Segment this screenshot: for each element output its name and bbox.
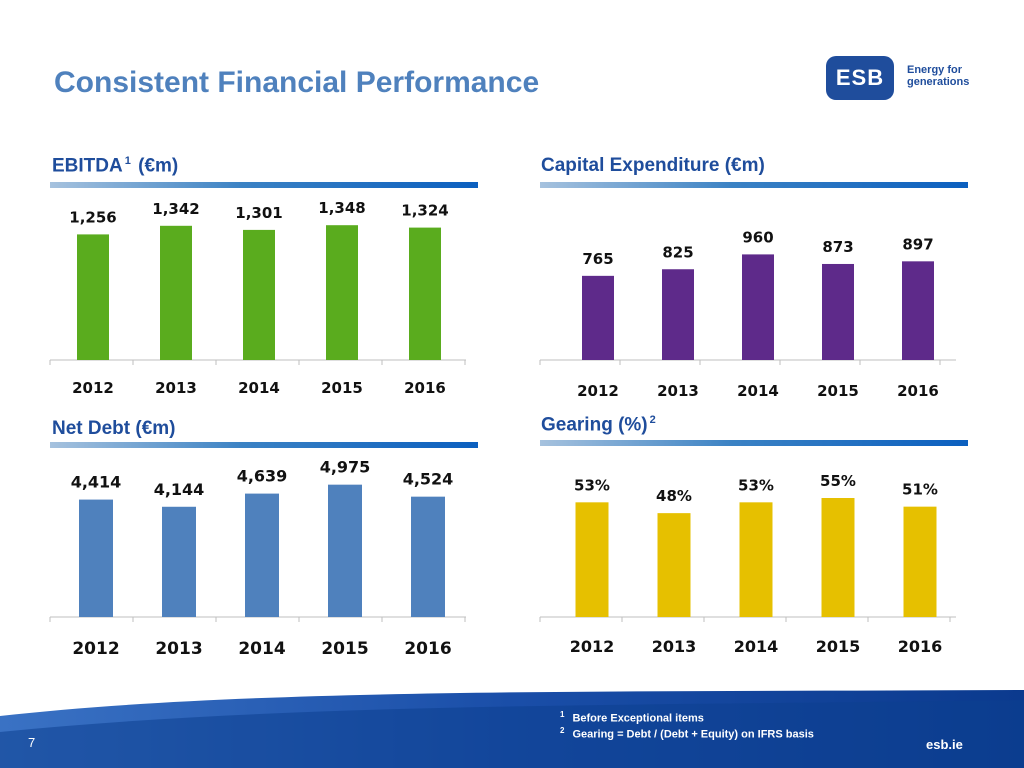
ebitda-bar-2015 xyxy=(326,225,358,360)
ebitda-tick-label-2015: 2015 xyxy=(321,379,363,397)
gearing-bar-2016 xyxy=(903,506,937,617)
gearing-tick-label-2014: 2014 xyxy=(734,637,779,656)
gearing-title-text: Gearing (%) xyxy=(541,414,648,436)
footnote-2: 2 Gearing = Debt / (Debt + Equity) on IFR… xyxy=(560,726,814,741)
netdebt-value-label-2012: 4,414 xyxy=(71,473,122,492)
ebitda-tick-label-2013: 2013 xyxy=(155,379,197,397)
footnote-1: 1 Before Exceptional items xyxy=(560,710,704,725)
netdebt-rule xyxy=(50,442,478,448)
netdebt-bar-2015 xyxy=(328,484,362,617)
netdebt-value-label-2016: 4,524 xyxy=(403,470,454,489)
ebitda-value-label-2015: 1,348 xyxy=(318,199,365,217)
netdebt-value-label-2015: 4,975 xyxy=(320,458,371,477)
ebitda-footnote-marker: 1 xyxy=(124,155,131,167)
netdebt-bar-2014 xyxy=(245,493,279,617)
ebitda-bar-2016 xyxy=(409,227,441,360)
esb-logo: ESB Energy for generations xyxy=(826,56,976,102)
tagline-line1: Energy for xyxy=(907,64,963,76)
capex-tick-label-2013: 2013 xyxy=(657,382,699,400)
gearing-tick-label-2016: 2016 xyxy=(898,637,943,656)
ebitda-value-label-2012: 1,256 xyxy=(69,208,116,226)
capex-bar-2015 xyxy=(822,263,854,360)
capex-tick-label-2016: 2016 xyxy=(897,382,939,400)
netdebt-tick-label-2013: 2013 xyxy=(155,639,202,659)
netdebt-value-label-2014: 4,639 xyxy=(237,467,288,486)
netdebt-tick-label-2016: 2016 xyxy=(404,639,451,659)
capex-bar-2013 xyxy=(662,269,694,360)
ebitda-rule xyxy=(50,182,478,188)
gearing-bar-2014 xyxy=(739,502,773,617)
netdebt-tick-label-2012: 2012 xyxy=(72,639,119,659)
ebitda-title-text: EBITDA xyxy=(52,155,123,177)
gearing-tick-label-2012: 2012 xyxy=(570,637,615,656)
capex-tick-label-2015: 2015 xyxy=(817,382,859,400)
ebitda-title: EBITDA 1 (€m) xyxy=(52,155,178,177)
ebitda-title-suffix: (€m) xyxy=(138,155,179,177)
gearing-tick-label-2013: 2013 xyxy=(652,637,697,656)
netdebt-tick-label-2015: 2015 xyxy=(321,639,368,659)
gearing-value-label-2015: 55% xyxy=(820,472,856,490)
capex-bar-2012 xyxy=(582,275,614,360)
capex-tick-label-2012: 2012 xyxy=(577,382,619,400)
ebitda-value-label-2013: 1,342 xyxy=(152,200,199,218)
gearing-bar-2013 xyxy=(657,513,691,617)
capex-bar-2016 xyxy=(902,261,934,360)
netdebt-bar-2012 xyxy=(79,499,113,617)
gearing-footnote-marker: 2 xyxy=(649,414,656,426)
esb-logo-tagline: Energy for generations xyxy=(907,64,977,88)
netdebt-chart: 4,414 2012 4,144 2013 4,639 2014 4,975 2015 4,52… xyxy=(49,458,466,659)
netdebt-bar-2016 xyxy=(411,496,445,617)
capex-chart: 765 2012 825 2013 960 2014 873 2015 897 2016 xyxy=(539,228,956,400)
gearing-value-label-2014: 53% xyxy=(738,476,774,494)
footnote-2-text: Gearing = Debt / (Debt + Equity) on IFRS… xyxy=(572,728,814,741)
ebitda-value-label-2016: 1,324 xyxy=(401,202,448,220)
footer-band xyxy=(0,690,1024,768)
gearing-bar-2015 xyxy=(821,498,855,617)
page-number: 7 xyxy=(28,735,36,750)
capex-value-label-2013: 825 xyxy=(662,243,693,261)
gearing-chart: 53% 2012 48% 2013 53% 2014 55% 2015 51% 2016 xyxy=(539,472,956,656)
gearing-rule xyxy=(540,440,968,446)
esb-logo-mark: ESB xyxy=(826,56,894,100)
footnote-2-marker: 2 xyxy=(560,726,565,735)
ebitda-bar-2013 xyxy=(160,225,192,360)
capex-bar-2014 xyxy=(742,254,774,360)
page-title: Consistent Financial Performance xyxy=(54,66,540,99)
website-link[interactable]: esb.ie xyxy=(926,737,963,752)
footnote-1-marker: 1 xyxy=(560,710,565,719)
ebitda-tick-label-2012: 2012 xyxy=(72,379,114,397)
capex-value-label-2015: 873 xyxy=(822,238,853,256)
netdebt-bar-2013 xyxy=(162,506,196,617)
capex-tick-label-2014: 2014 xyxy=(737,382,779,400)
tagline-line2: generations xyxy=(907,76,970,88)
ebitda-chart: 1,256 2012 1,342 2013 1,301 2014 1,348 2015 1,32… xyxy=(49,199,466,397)
gearing-value-label-2013: 48% xyxy=(656,487,692,505)
ebitda-value-label-2014: 1,301 xyxy=(235,204,282,222)
gearing-title: Gearing (%) 2 xyxy=(541,414,658,436)
capex-value-label-2014: 960 xyxy=(742,228,773,246)
footnote-1-text: Before Exceptional items xyxy=(572,712,704,725)
capex-title: Capital Expenditure (€m) xyxy=(541,155,765,176)
ebitda-bar-2014 xyxy=(243,229,275,360)
ebitda-bar-2012 xyxy=(77,234,109,360)
gearing-value-label-2016: 51% xyxy=(902,481,938,499)
gearing-bar-2012 xyxy=(575,502,609,617)
capex-value-label-2016: 897 xyxy=(902,235,933,253)
ebitda-tick-label-2014: 2014 xyxy=(238,379,280,397)
gearing-value-label-2012: 53% xyxy=(574,476,610,494)
capex-value-label-2012: 765 xyxy=(582,250,613,268)
gearing-tick-label-2015: 2015 xyxy=(816,637,861,656)
netdebt-value-label-2013: 4,144 xyxy=(154,480,205,499)
netdebt-tick-label-2014: 2014 xyxy=(238,639,285,659)
capex-rule xyxy=(540,182,968,188)
ebitda-tick-label-2016: 2016 xyxy=(404,379,446,397)
netdebt-title: Net Debt (€m) xyxy=(52,418,176,439)
